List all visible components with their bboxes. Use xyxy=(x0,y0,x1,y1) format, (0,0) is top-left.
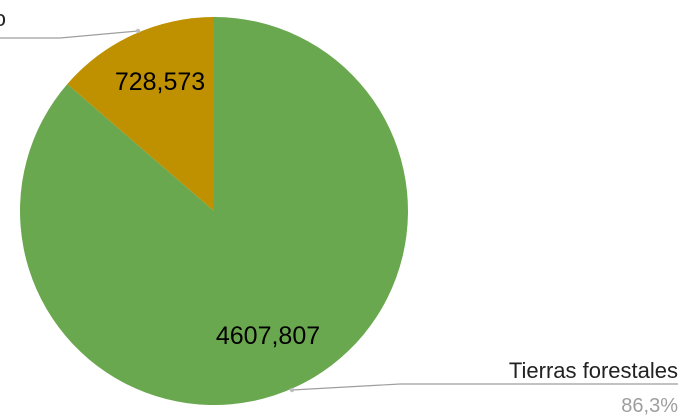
leader-anchor-dot xyxy=(135,28,141,34)
slice-category-label: Tierras forestales xyxy=(509,358,678,383)
leader-line xyxy=(0,30,139,39)
slice-percent-label: 86,3% xyxy=(621,395,678,417)
slice-value-label: 4607,807 xyxy=(216,322,320,350)
leader-anchor-dot xyxy=(289,387,295,393)
leader-line xyxy=(291,383,678,391)
pie-slice-tierras-forestales xyxy=(19,17,408,405)
slice-category-label: o xyxy=(0,6,6,31)
pie-slice-other xyxy=(67,17,214,211)
slice-value-label: 728,573 xyxy=(115,68,205,96)
